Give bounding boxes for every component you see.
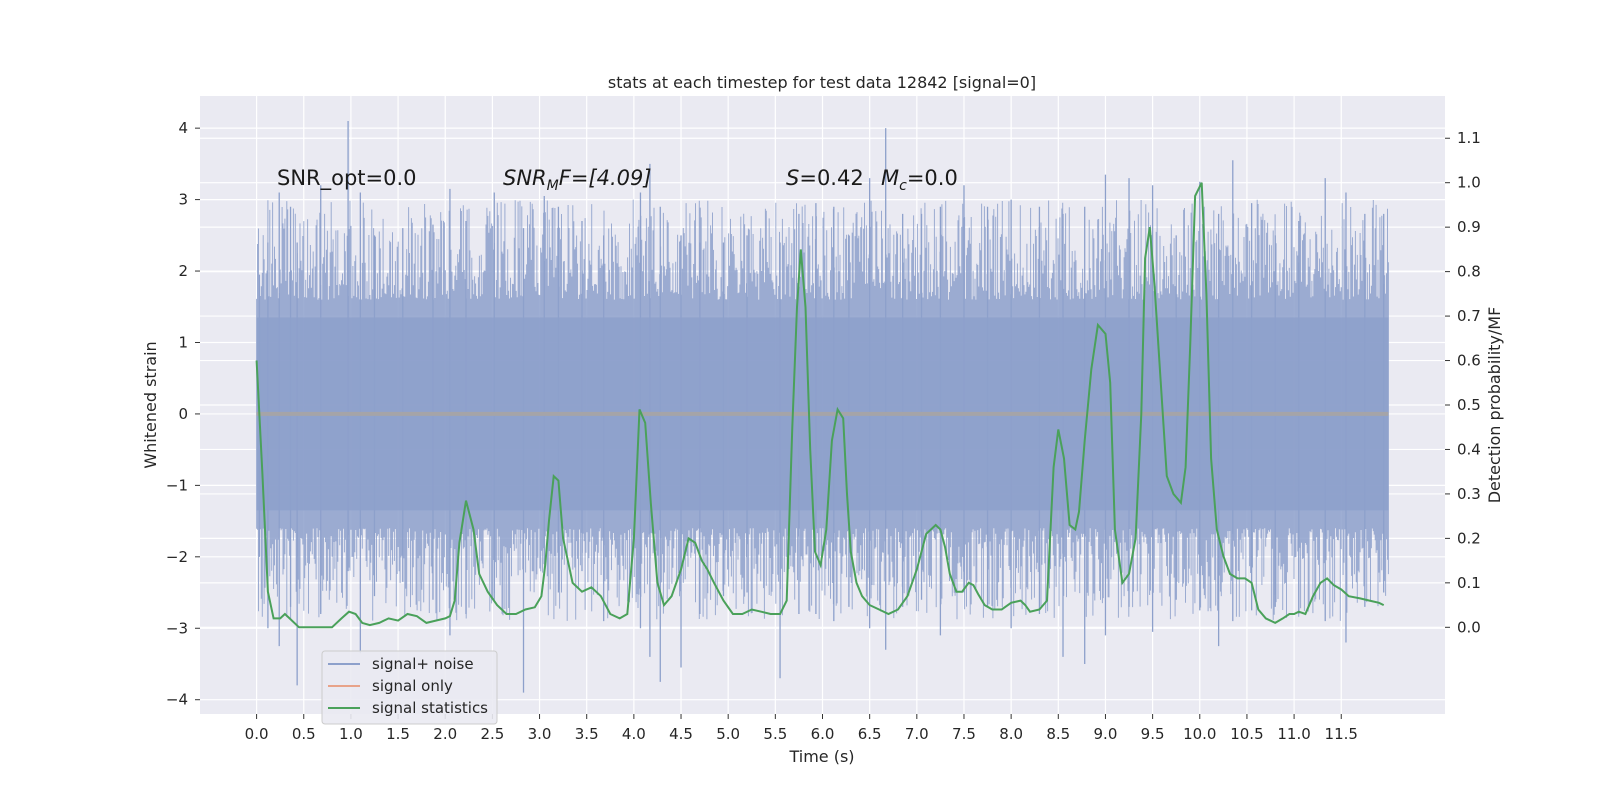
x-tick-label: 7.0 bbox=[905, 725, 929, 743]
annotation-mc-main: M bbox=[881, 166, 899, 190]
y2-tick-label: 1.0 bbox=[1457, 174, 1481, 192]
y2-tick-label: 0.9 bbox=[1457, 218, 1481, 236]
annotation-mc: Mc=0.0 bbox=[881, 166, 958, 194]
legend-label-signal-noise: signal+ noise bbox=[372, 655, 474, 673]
x-axis-ticks: 0.0 0.5 1.0 1.5 2.0 2.5 3.0 3.5 4.0 4.5 5.0 5.5 6.0 6… bbox=[245, 714, 1358, 743]
annotation-snr-opt: SNR_opt=0.0 bbox=[277, 166, 417, 191]
y2-tick-label: 0.3 bbox=[1457, 485, 1481, 503]
annotation-snr-mf-main: SNR bbox=[503, 166, 547, 190]
x-tick-label: 11.0 bbox=[1277, 725, 1310, 743]
x-tick-label: 10.5 bbox=[1230, 725, 1263, 743]
y2-tick-label: 0.2 bbox=[1457, 529, 1481, 547]
x-tick-label: 3.5 bbox=[575, 725, 599, 743]
x-tick-label: 4.5 bbox=[669, 725, 693, 743]
legend-box bbox=[321, 650, 498, 725]
y2-tick-label: 0.4 bbox=[1457, 440, 1481, 458]
annotation-snr-mf-sub: M bbox=[547, 178, 559, 194]
annotation-s: S=0.42 bbox=[786, 166, 864, 190]
y-tick-label: −2 bbox=[166, 548, 188, 566]
y-tick-label: 4 bbox=[178, 119, 188, 137]
legend: signal+ noise signal only signal statist… bbox=[321, 650, 498, 725]
y2-tick-label: 0.5 bbox=[1457, 396, 1481, 414]
x-tick-label: 1.0 bbox=[339, 725, 363, 743]
x-tick-label: 2.0 bbox=[433, 725, 457, 743]
y-tick-label: 1 bbox=[178, 333, 188, 351]
x-tick-label: 1.5 bbox=[386, 725, 410, 743]
annotation-snr-mf-tail: F=[4.09] bbox=[559, 166, 652, 190]
annotation-s-main: S bbox=[786, 166, 799, 190]
legend-label-signal-statistics: signal statistics bbox=[372, 699, 488, 717]
y-tick-label: 0 bbox=[178, 405, 188, 423]
annotation-mc-sub: c bbox=[899, 178, 907, 194]
y2-tick-label: 0.0 bbox=[1457, 618, 1481, 636]
signal-statistics-line bbox=[255, 182, 1385, 629]
x-tick-label: 0.0 bbox=[245, 725, 269, 743]
x-tick-label: 6.0 bbox=[811, 725, 835, 743]
legend-label-signal-only: signal only bbox=[372, 677, 453, 695]
y-tick-label: −4 bbox=[166, 691, 188, 709]
y2-axis-ticks: 1.1 1.0 0.9 0.8 0.7 0.6 0.5 0.4 0.3 0.2 0.1 0.0 bbox=[1445, 129, 1481, 636]
x-tick-label: 6.5 bbox=[858, 725, 882, 743]
x-tick-label: 9.0 bbox=[1094, 725, 1118, 743]
y2-tick-label: 1.1 bbox=[1457, 129, 1481, 147]
signal-statistics-series bbox=[255, 182, 1385, 629]
y-axis-ticks: 4 3 2 1 0 −1 −2 −3 −4 bbox=[166, 119, 200, 709]
y2-tick-label: 0.1 bbox=[1457, 574, 1481, 592]
x-tick-label: 7.5 bbox=[952, 725, 976, 743]
x-tick-label: 8.0 bbox=[999, 725, 1023, 743]
y2-tick-label: 0.7 bbox=[1457, 307, 1481, 325]
annotation-mc-value: =0.0 bbox=[907, 166, 958, 190]
x-tick-label: 10.0 bbox=[1183, 725, 1216, 743]
x-tick-label: 8.5 bbox=[1046, 725, 1070, 743]
y-tick-label: −3 bbox=[166, 619, 188, 637]
x-tick-label: 5.0 bbox=[716, 725, 740, 743]
y-axis-label: Whitened strain bbox=[141, 341, 160, 468]
annotation-s-value: =0.42 bbox=[799, 166, 863, 190]
y2-tick-label: 0.8 bbox=[1457, 263, 1481, 281]
x-tick-label: 5.5 bbox=[763, 725, 787, 743]
y2-tick-label: 0.6 bbox=[1457, 352, 1481, 370]
y-tick-label: 2 bbox=[178, 262, 188, 280]
annotations: SNR_opt=0.0 SNRMF=[4.09] S=0.42 Mc=0.0 bbox=[277, 166, 958, 194]
y-tick-label: 3 bbox=[178, 191, 188, 209]
x-axis-label: Time (s) bbox=[788, 747, 854, 766]
x-tick-label: 11.5 bbox=[1325, 725, 1358, 743]
chart-title: stats at each timestep for test data 128… bbox=[608, 73, 1036, 92]
annotation-snr-mf: SNRMF=[4.09] bbox=[503, 166, 652, 194]
y2-axis-label: Detection probability/MF bbox=[1485, 307, 1504, 504]
x-tick-label: 2.5 bbox=[480, 725, 504, 743]
y-tick-label: −1 bbox=[166, 476, 188, 494]
x-tick-label: 9.5 bbox=[1141, 725, 1165, 743]
x-tick-label: 3.0 bbox=[528, 725, 552, 743]
x-tick-label: 4.0 bbox=[622, 725, 646, 743]
x-tick-label: 0.5 bbox=[292, 725, 316, 743]
